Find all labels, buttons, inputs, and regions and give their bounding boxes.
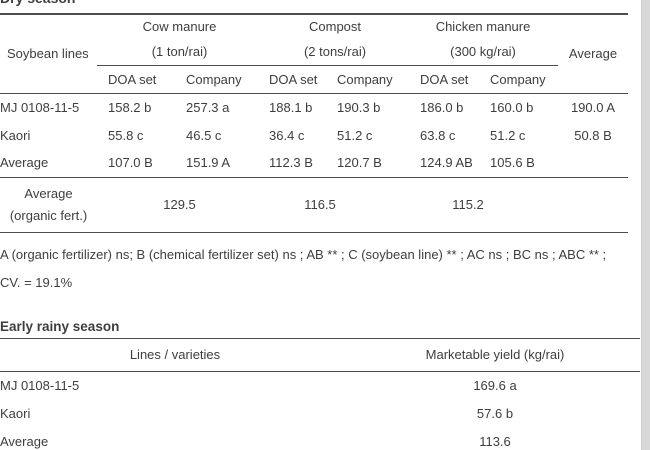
soybean-lines-header: Soybean lines <box>0 14 97 94</box>
cell-value: 186.0 b <box>420 99 464 115</box>
line-name: Average <box>0 149 97 178</box>
subcolumn-header-row: DOA set Company DOA set Company DOA set … <box>0 65 628 94</box>
group-compost: Compost <box>309 19 362 34</box>
organic-average-label-line2: (organic fert.) <box>9 207 88 223</box>
subcol-doa-set-3: DOA set <box>408 65 479 94</box>
subcol-company-2: Company <box>330 65 409 94</box>
table2-header-yield: Marketable yield (kg/rai) <box>350 338 640 372</box>
table-row-average: Average 107.0 B 151.9 A 112.3 B 120.7 B … <box>0 149 629 178</box>
table2-header-lines: Lines / varieties <box>0 338 350 372</box>
line-name: MJ 0108-11-5 <box>0 377 80 393</box>
line-name: Average <box>0 434 49 449</box>
cell-value: 55.8 c <box>108 127 144 143</box>
organic-average-empty <box>558 177 629 233</box>
group-header-row: Soybean lines Cow manure Compost Chicken… <box>0 14 629 94</box>
average-column-header: Average <box>558 14 629 94</box>
cell-value: 188.1 b <box>269 99 313 115</box>
cell-value: 107.0 B <box>97 149 180 178</box>
section-heading-text: Dry season <box>0 0 650 6</box>
cell-value: 51.2 c <box>490 127 526 143</box>
line-name: MJ 0108-11-5 <box>0 99 80 115</box>
footnote-anova-line: A (organic fertilizer) ns; B (chemical f… <box>0 246 607 262</box>
cell-value: 158.2 b <box>108 99 152 115</box>
cell-value: 63.8 c <box>420 127 456 143</box>
cell-value: 120.7 B <box>330 149 409 178</box>
section-heading-dry-season-clipped: Dry season <box>0 0 650 7</box>
table2-row-mj: MJ 0108-11-5 169.6 a <box>0 371 640 399</box>
organic-average-row: Average (organic fert.) 129.5 116.5 115.… <box>0 177 629 233</box>
cell-value: 257.3 a <box>186 99 230 115</box>
rate-header-row: (1 ton/rai) (2 tons/rai) (300 kg/rai) <box>0 38 628 66</box>
table2-header-row: Lines / varieties Marketable yield (kg/r… <box>0 338 640 372</box>
footnote-cv-line: CV. = 19.1% <box>0 274 73 290</box>
rate-compost: (2 tons/rai) <box>262 38 409 66</box>
cell-value: 57.6 b <box>476 405 514 421</box>
cell-value: 151.9 A <box>180 149 263 178</box>
subcol-doa-set-2: DOA set <box>262 65 331 94</box>
cell-average: 50.8 B <box>574 127 612 143</box>
organic-average-cow: 129.5 <box>97 177 263 233</box>
cell-value: 160.0 b <box>490 99 534 115</box>
rate-cow-manure: (1 ton/rai) <box>97 38 263 66</box>
cell-value: 190.3 b <box>337 99 381 115</box>
cell-value: 169.6 a <box>473 377 517 393</box>
table-row-kaori: Kaori 55.8 c 46.5 c 36.4 c 51.2 c 63.8 c… <box>0 121 628 149</box>
table-row-mj: MJ 0108-11-5 158.2 b 257.3 a 188.1 b 190… <box>0 93 628 121</box>
organic-average-chicken: 115.2 <box>408 177 559 233</box>
cell-value: 113.6 <box>479 434 511 449</box>
statistics-footnote: A (organic fertilizer) ns; B (chemical f… <box>0 246 650 291</box>
cell-value: 105.6 B <box>478 149 559 178</box>
cell-average: 190.0 A <box>570 99 616 115</box>
subcol-doa-set-1: DOA set <box>97 65 180 94</box>
organic-average-label-line1: Average <box>24 185 73 201</box>
line-name: Kaori <box>0 127 31 143</box>
cell-value: 46.5 c <box>186 127 222 143</box>
scan-edge-strip <box>641 0 650 450</box>
organic-average-compost: 116.5 <box>262 177 409 233</box>
subcol-company-3: Company <box>478 65 559 94</box>
cell-value: 112.3 B <box>262 149 331 178</box>
organic-average-label: Average (organic fert.) <box>0 177 97 233</box>
cell-value: 36.4 c <box>269 127 305 143</box>
rate-chicken-manure: (300 kg/rai) <box>408 38 559 66</box>
cell-value: 124.9 AB <box>408 149 479 178</box>
early-rainy-season-yield-table: Lines / varieties Marketable yield (kg/r… <box>0 337 640 450</box>
cell-value: 51.2 c <box>337 127 373 143</box>
dry-season-yield-table: Soybean lines Cow manure Compost Chicken… <box>0 13 629 233</box>
subcol-company-1: Company <box>180 65 263 94</box>
table2-row-kaori: Kaori 57.6 b <box>0 399 640 427</box>
section-heading-early-rainy-season: Early rainy season <box>0 318 120 334</box>
group-cow-manure: Cow manure <box>142 19 217 34</box>
group-chicken-manure: Chicken manure <box>435 19 531 34</box>
line-name: Kaori <box>0 405 31 421</box>
cell-average <box>558 149 629 178</box>
table2-row-average: Average 113.6 <box>0 427 640 450</box>
